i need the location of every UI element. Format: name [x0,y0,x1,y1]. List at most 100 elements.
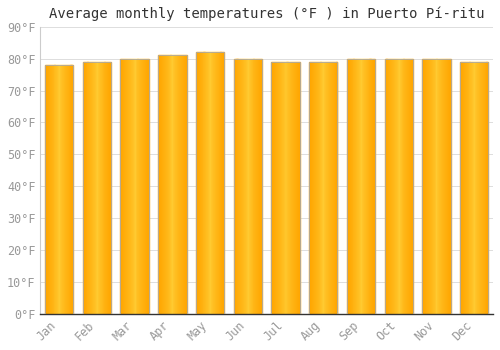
Bar [424,59,425,314]
Bar [348,59,349,314]
Bar [257,59,258,314]
Bar [246,59,247,314]
Bar [331,62,332,314]
Bar [136,59,138,314]
Bar [208,52,209,314]
Bar [196,52,197,314]
Bar [211,52,212,314]
Bar [244,59,245,314]
Bar [363,59,364,314]
Bar [184,56,186,314]
Bar [462,62,463,314]
Bar [95,62,96,314]
Bar [159,56,160,314]
Bar [336,62,338,314]
Bar [83,62,111,314]
Bar [309,62,310,314]
Bar [393,59,394,314]
Bar [390,59,392,314]
Bar [465,62,466,314]
Bar [330,62,331,314]
Bar [174,56,176,314]
Bar [249,59,250,314]
Bar [166,56,168,314]
Bar [216,52,217,314]
Bar [486,62,488,314]
Bar [132,59,134,314]
Bar [122,59,124,314]
Bar [272,62,299,314]
Bar [258,59,259,314]
Bar [426,59,427,314]
Bar [120,59,122,314]
Bar [126,59,127,314]
Bar [484,62,486,314]
Bar [182,56,184,314]
Bar [298,62,299,314]
Bar [448,59,449,314]
Title: Average monthly temperatures (°F ) in Puerto Pí-ritu: Average monthly temperatures (°F ) in Pu… [49,7,484,21]
Bar [388,59,390,314]
Bar [259,59,260,314]
Bar [350,59,352,314]
Bar [218,52,220,314]
Bar [384,59,386,314]
Bar [180,56,181,314]
Bar [176,56,177,314]
Bar [294,62,295,314]
Bar [281,62,282,314]
Bar [160,56,161,314]
Bar [425,59,426,314]
Bar [310,62,311,314]
Bar [161,56,162,314]
Bar [482,62,483,314]
Bar [357,59,358,314]
Bar [295,62,296,314]
Bar [162,56,163,314]
Bar [86,62,88,314]
Bar [386,59,388,314]
Bar [479,62,480,314]
Bar [234,59,262,314]
Bar [109,62,110,314]
Bar [166,56,167,314]
Bar [480,62,481,314]
Bar [48,65,49,314]
Bar [50,65,51,314]
Bar [365,59,366,314]
Bar [325,62,326,314]
Bar [175,56,176,314]
Bar [460,62,488,314]
Bar [395,59,396,314]
Bar [364,59,365,314]
Bar [411,59,412,314]
Bar [362,59,363,314]
Bar [476,62,477,314]
Bar [181,56,182,314]
Bar [332,62,334,314]
Bar [128,59,129,314]
Bar [182,56,183,314]
Bar [247,59,248,314]
Bar [50,65,51,314]
Bar [92,62,93,314]
Bar [384,59,413,314]
Bar [288,62,290,314]
Bar [129,59,130,314]
Bar [148,59,149,314]
Bar [347,59,348,314]
Bar [47,65,48,314]
Bar [428,59,429,314]
Bar [397,59,398,314]
Bar [368,59,370,314]
Bar [252,59,254,314]
Bar [61,65,62,314]
Bar [402,59,404,314]
Bar [46,65,47,314]
Bar [396,59,397,314]
Bar [158,56,159,314]
Bar [99,62,100,314]
Bar [473,62,474,314]
Bar [134,59,136,314]
Bar [210,52,211,314]
